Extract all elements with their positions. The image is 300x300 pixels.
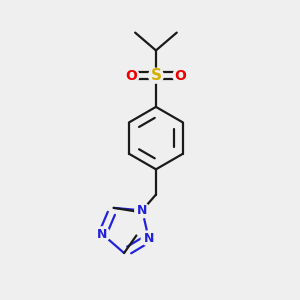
Circle shape bbox=[135, 203, 150, 218]
Text: O: O bbox=[126, 69, 137, 83]
Circle shape bbox=[95, 227, 110, 242]
Text: N: N bbox=[97, 228, 108, 241]
Text: S: S bbox=[150, 68, 161, 83]
Text: O: O bbox=[174, 69, 186, 83]
Text: N: N bbox=[143, 232, 154, 245]
Circle shape bbox=[148, 68, 164, 83]
Circle shape bbox=[141, 231, 156, 246]
Text: N: N bbox=[137, 204, 147, 217]
Circle shape bbox=[124, 68, 139, 83]
Circle shape bbox=[173, 68, 188, 83]
